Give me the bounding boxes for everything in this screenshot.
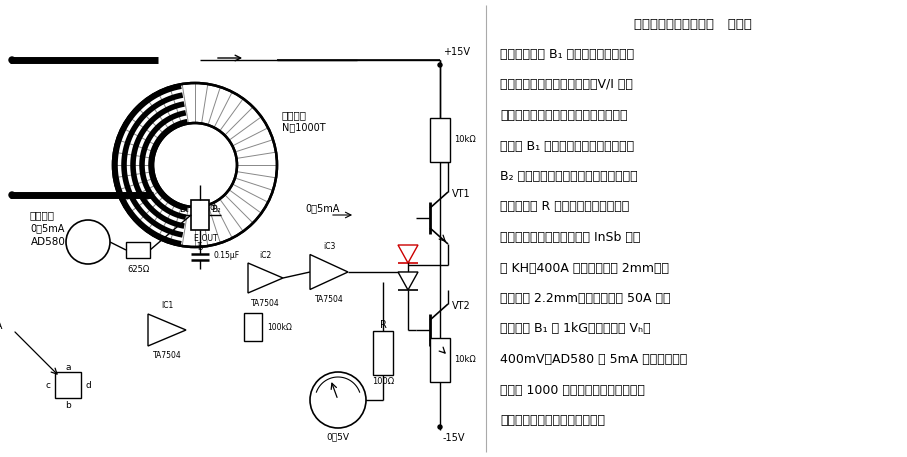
Text: B₂: B₂: [211, 206, 220, 214]
Text: 400mV。AD580 为 5mA 恒流源，反馈: 400mV。AD580 为 5mA 恒流源，反馈: [500, 353, 688, 366]
Text: N＝1000T: N＝1000T: [282, 122, 326, 132]
Text: c: c: [180, 202, 185, 212]
Text: 10kΩ: 10kΩ: [454, 356, 476, 365]
Text: iC2: iC2: [259, 250, 271, 260]
Text: b: b: [198, 244, 202, 253]
Polygon shape: [398, 245, 418, 263]
Text: -15V: -15V: [443, 433, 465, 443]
Polygon shape: [148, 314, 186, 346]
Bar: [244, 313, 262, 341]
Text: E_OUT: E_OUT: [193, 234, 218, 243]
Text: B₁: B₁: [180, 206, 189, 214]
Text: 输入电流: 输入电流: [30, 210, 55, 220]
Polygon shape: [398, 272, 418, 290]
Text: 625Ω: 625Ω: [127, 266, 149, 275]
Text: 生霍尔电压，此电压经放大、V/I 变换: 生霍尔电压，此电压经放大、V/I 变换: [500, 79, 633, 91]
Text: KH－400A: KH－400A: [0, 320, 3, 330]
Circle shape: [438, 63, 442, 67]
Text: —: —: [317, 274, 326, 283]
Text: +: +: [318, 261, 325, 270]
Text: 0～5mA: 0～5mA: [30, 223, 64, 233]
Text: a: a: [198, 177, 202, 186]
Bar: [373, 331, 393, 375]
Circle shape: [438, 425, 442, 429]
Text: 的 KH－400A 霍尔元件厚为 2mm，磁: 的 KH－400A 霍尔元件厚为 2mm，磁: [500, 261, 669, 275]
Bar: [191, 200, 209, 230]
Text: d: d: [85, 381, 91, 389]
Text: d: d: [210, 202, 215, 212]
Text: 反馈线圈: 反馈线圈: [282, 110, 307, 120]
Text: 芯间隙为 2.2mm。输入电流为 50A 时，: 芯间隙为 2.2mm。输入电流为 50A 时，: [500, 292, 670, 305]
Text: o: o: [91, 239, 95, 245]
Bar: [126, 242, 150, 258]
Text: 流产生的磁场 B₁ 作用在霍尔元件上产: 流产生的磁场 B₁ 作用在霍尔元件上产: [500, 48, 634, 61]
Text: 测电流成比例的数值。图中 InSb 材料: 测电流成比例的数值。图中 InSb 材料: [500, 231, 640, 244]
Text: 适用于电力、工业检测等方面。: 适用于电力、工业检测等方面。: [500, 414, 605, 427]
Bar: [430, 118, 450, 162]
Text: 100Ω: 100Ω: [372, 377, 394, 386]
Text: 0～5mA: 0～5mA: [305, 203, 339, 213]
Text: —: —: [254, 279, 263, 288]
Text: -E: -E: [78, 243, 86, 251]
Text: b: b: [65, 400, 71, 409]
Polygon shape: [248, 263, 283, 293]
Text: 100kΩ: 100kΩ: [267, 323, 292, 331]
Text: 通密度 B₁ 与反馈线圈产生的磁通密度: 通密度 B₁ 与反馈线圈产生的磁通密度: [500, 139, 634, 153]
Text: TA7504: TA7504: [251, 298, 280, 308]
Text: AD580: AD580: [31, 237, 66, 247]
Circle shape: [66, 220, 110, 264]
Text: VT2: VT2: [452, 301, 471, 311]
Text: R: R: [379, 320, 386, 330]
Text: +E: +E: [76, 230, 88, 239]
Text: 磁通密度 B₁ 为 1kG，霍尔电压 Vₕ＝: 磁通密度 B₁ 为 1kG，霍尔电压 Vₕ＝: [500, 323, 650, 335]
Text: +: +: [255, 268, 262, 277]
Text: 后加到反馈线圈上。输入电流产生的磁: 后加到反馈线圈上。输入电流产生的磁: [500, 109, 628, 122]
Text: a: a: [65, 362, 71, 372]
Text: 0.15μF: 0.15μF: [214, 250, 240, 260]
Text: —: —: [155, 331, 163, 340]
Text: iC3: iC3: [323, 242, 336, 251]
Text: TA7504: TA7504: [315, 295, 344, 304]
Text: 线圈为 1000 匝。此电路温度特性好，: 线圈为 1000 匝。此电路温度特性好，: [500, 383, 645, 397]
Text: IC1: IC1: [161, 302, 173, 310]
Circle shape: [153, 123, 237, 207]
Text: B₂ 的总和常为零（磁芯不会饱和）。通: B₂ 的总和常为零（磁芯不会饱和）。通: [500, 170, 638, 183]
Text: 磁平衡式电流检测电路   被测电: 磁平衡式电流检测电路 被测电: [634, 18, 752, 31]
Text: c: c: [46, 381, 51, 389]
Polygon shape: [310, 255, 348, 289]
Text: 0～5V: 0～5V: [327, 432, 349, 441]
Text: VT1: VT1: [452, 189, 471, 199]
Circle shape: [9, 192, 15, 198]
Circle shape: [9, 57, 15, 63]
Text: +: +: [156, 320, 163, 329]
Text: +15V: +15V: [443, 47, 470, 57]
Bar: [55, 372, 81, 398]
Text: TA7504: TA7504: [152, 351, 181, 361]
Text: 10kΩ: 10kΩ: [454, 135, 476, 144]
Circle shape: [310, 372, 366, 428]
Text: 过测量电阻 R 上的电压，可得到与被: 过测量电阻 R 上的电压，可得到与被: [500, 201, 629, 213]
Bar: [430, 338, 450, 382]
